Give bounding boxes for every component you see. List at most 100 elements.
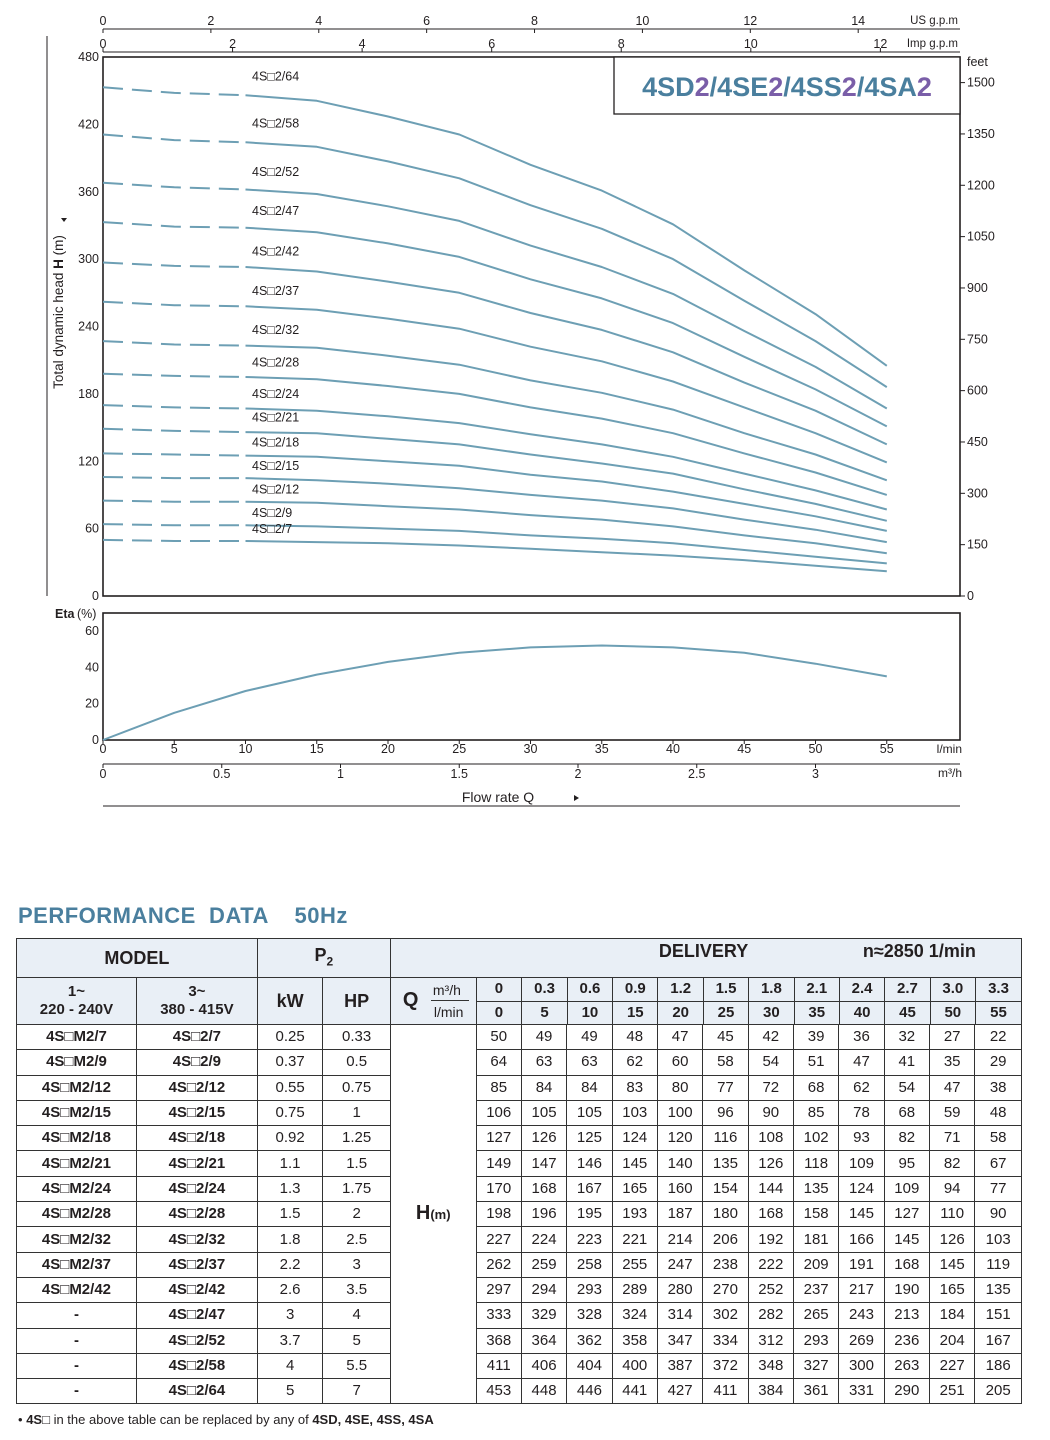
- head-value: 312: [747, 1327, 794, 1354]
- q-lmin-value: 5: [521, 1000, 568, 1024]
- performance-table: MODEL P2 DELIVERY n≈2850 1/min 1~ 220 - 2…: [16, 938, 1023, 1405]
- head-value: 109: [883, 1175, 930, 1203]
- y-tick-label: 240: [78, 320, 99, 334]
- us-gpm-tick-label: 10: [635, 14, 649, 28]
- power-hp: 1.75: [322, 1175, 391, 1203]
- head-value: 446: [566, 1378, 613, 1405]
- head-value: 127: [475, 1125, 522, 1152]
- model-single-phase: 4S□M2/37: [16, 1251, 137, 1278]
- head-value: 364: [520, 1327, 568, 1354]
- phase1-line1: 1~: [67, 983, 86, 1000]
- q-lmin-value: 15: [612, 1000, 659, 1024]
- feet-tick-label: 150: [967, 538, 988, 552]
- model-three-phase: 4S□2/58: [135, 1352, 258, 1380]
- q-lmin-value: 40: [838, 1000, 886, 1024]
- q-lmin-value: 50: [929, 1000, 977, 1024]
- footnote: • 4S□ in the above table can be replaced…: [18, 1412, 434, 1427]
- head-value: 90: [974, 1201, 1022, 1228]
- power-hp: 0.5: [322, 1049, 391, 1076]
- head-value: 205: [974, 1378, 1022, 1405]
- head-value: 411: [475, 1352, 522, 1380]
- head-curve-dashed: [102, 300, 246, 308]
- head-value: 224: [520, 1226, 568, 1253]
- head-value: 50: [475, 1023, 522, 1051]
- head-curve-group: [102, 300, 888, 464]
- q-m3h-value: 1.8: [748, 978, 795, 1002]
- table-row: 4S□M2/9 4S□2/9 0.37 0.5 64 63 63 62 60 58 54 51 47 41…: [16, 1049, 1022, 1076]
- q-lmin-value: 0: [477, 1000, 523, 1024]
- power-hp: 1.5: [322, 1150, 391, 1177]
- head-value: 191: [838, 1251, 885, 1278]
- head-value: 82: [883, 1125, 930, 1152]
- lmin-tick-label: 45: [737, 742, 751, 756]
- y-tick-label: 180: [78, 387, 99, 401]
- head-value: 165: [611, 1175, 658, 1203]
- chart-title-box: 4SD2/4SE2/4SS2/4SA2: [613, 56, 961, 115]
- q-m3h-row: 0 0.3 0.6 0.9 1.2 1.5 1.8 2.1 2.4 2.7 3.0 3.3: [477, 978, 1021, 1002]
- curve-label: 4S□2/18: [252, 435, 299, 449]
- head-value: 149: [475, 1150, 522, 1177]
- delivery-header: DELIVERY n≈2850 1/min: [389, 938, 1023, 978]
- head-curve-dashed: [102, 499, 246, 503]
- q-lmin-value: 10: [566, 1000, 614, 1024]
- head-value: 214: [656, 1226, 704, 1253]
- power-hp: 3: [322, 1251, 391, 1278]
- head-value: 258: [566, 1251, 613, 1278]
- table-row: -4S□2/47 3 4 333 329 328 324 314 302 282 265 243 213…: [16, 1302, 1022, 1329]
- power-kw: 0.92: [256, 1125, 324, 1152]
- model-single-phase: 4S□M2/32: [16, 1226, 137, 1253]
- speed-label: n≈2850 1/min: [862, 941, 976, 961]
- imp-gpm-tick-label: 4: [359, 37, 366, 51]
- chart-title-part: 2: [768, 72, 783, 102]
- feet-tick-label: 1200: [967, 178, 995, 192]
- head-value: 404: [566, 1352, 613, 1380]
- q-unit-header: Q m³/h l/min: [389, 977, 477, 1025]
- head-unit: (m): [430, 1207, 451, 1223]
- q-m3h-value: 0.6: [566, 978, 614, 1002]
- head-value: 109: [838, 1150, 885, 1177]
- model-three-phase: 4S□2/18: [135, 1125, 258, 1152]
- head-value: 118: [792, 1150, 840, 1177]
- head-value: 82: [928, 1150, 976, 1177]
- model-three-phase: 4S□2/32: [135, 1226, 258, 1253]
- head-curve-group: [102, 452, 888, 532]
- head-curve-dashed: [102, 476, 246, 480]
- head-curve: [245, 431, 888, 522]
- head-value: 165: [928, 1276, 976, 1304]
- head-value: 290: [883, 1378, 930, 1405]
- head-value: 227: [475, 1226, 522, 1253]
- model-header: MODEL: [16, 938, 258, 978]
- head-curve: [245, 540, 887, 573]
- head-value: 105: [566, 1099, 613, 1127]
- head-value: 29: [974, 1049, 1022, 1076]
- head-value: 387: [656, 1352, 704, 1380]
- performance-rows: 4S□M2/7 4S□2/7 0.25 0.33 H(m) 50 49 49 48 47 45 42 3…: [16, 1023, 1022, 1405]
- imp-gpm-tick-label: 10: [744, 37, 758, 51]
- q-values-header: 0 0.3 0.6 0.9 1.2 1.5 1.8 2.1 2.4 2.7 3.0 3.3 0 5 10 1…: [475, 977, 1023, 1025]
- head-value: 77: [702, 1074, 749, 1101]
- power-kw: 0.37: [256, 1049, 324, 1076]
- model-three-phase: 4S□2/28: [135, 1201, 258, 1228]
- head-value: 198: [475, 1201, 522, 1228]
- lmin-tick-label: 30: [524, 742, 538, 756]
- head-value: 108: [747, 1125, 794, 1152]
- chart-axes: 0 2 4 6 8 10 12 14 US g.p.m0 2 4 6 8 10 12 Imp g.p.m060…: [51, 14, 995, 805]
- head-value: 259: [520, 1251, 568, 1278]
- model-single-phase: -: [16, 1352, 137, 1380]
- hp-header: HP: [322, 977, 391, 1025]
- q-m3h-value: 1.2: [657, 978, 704, 1002]
- head-value: 265: [792, 1302, 840, 1329]
- phase1-header: 1~ 220 - 240V: [16, 977, 137, 1025]
- feet-tick-label: 1500: [967, 76, 995, 90]
- eta-curve: [102, 644, 887, 741]
- head-value: 102: [792, 1125, 840, 1152]
- performance-title-text: PERFORMANCE DATA: [18, 903, 269, 928]
- eta-tick-label: 40: [85, 660, 99, 674]
- head-value: 126: [747, 1150, 794, 1177]
- head-value: 85: [475, 1074, 522, 1101]
- head-curve-dashed: [102, 404, 246, 410]
- head-curve: [245, 524, 887, 565]
- head-curve-group: [102, 523, 887, 565]
- head-value: 47: [838, 1049, 885, 1076]
- head-value: 126: [928, 1226, 976, 1253]
